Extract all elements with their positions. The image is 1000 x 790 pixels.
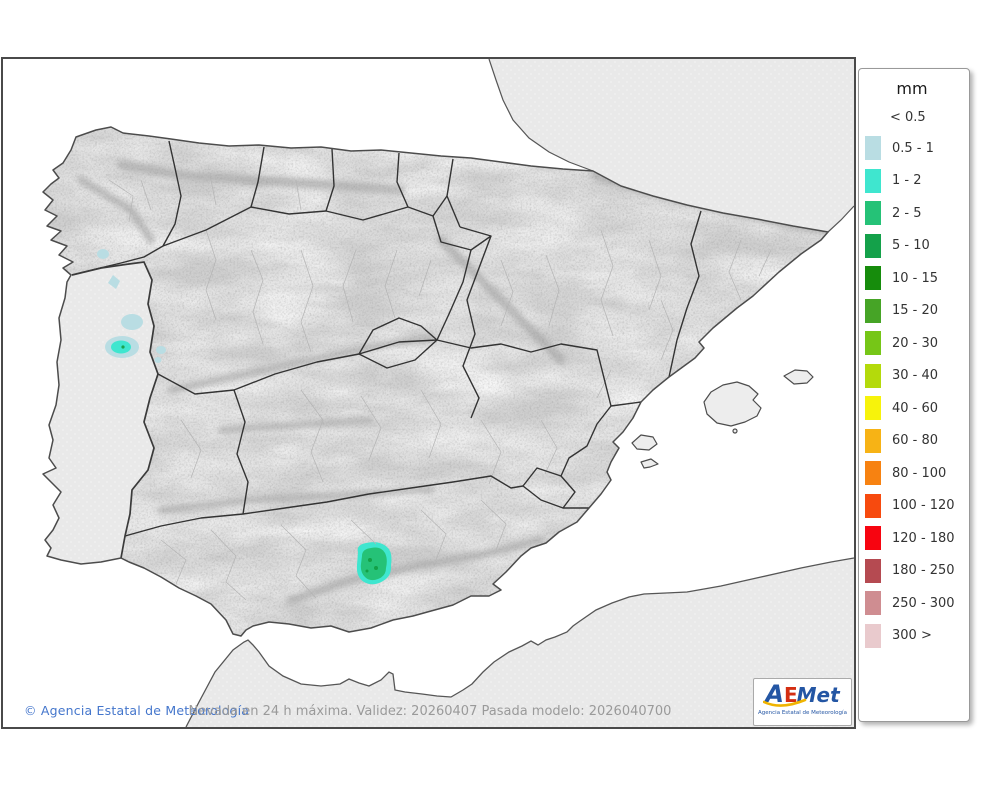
mallorca-island (703, 381, 762, 427)
balearic-islands (631, 369, 814, 469)
legend-range-label: 30 - 40 (892, 368, 939, 384)
legend-entry: 20 - 30 (865, 327, 969, 360)
legend-entry: 180 - 250 (865, 555, 969, 588)
legend-entry: 40 - 60 (865, 392, 969, 425)
snow-area (121, 345, 125, 349)
aemet-logo-word: AEMet (763, 680, 840, 709)
region-borders (71, 140, 702, 537)
legend-entry: 1 - 2 (865, 165, 969, 198)
legend-color-swatch (865, 168, 881, 193)
snow-areas (97, 249, 392, 585)
africa-region (186, 558, 854, 727)
snow-area (156, 346, 166, 354)
legend-below-threshold: < 0.5 (890, 110, 926, 125)
iberia-coastline (42, 126, 829, 637)
legend-color-swatch (865, 493, 881, 518)
aemet-logo: AEMet Agencia Estatal de Meteorología (753, 678, 852, 726)
france-coastline (488, 59, 854, 233)
menorca-island (783, 369, 814, 385)
map-frame (1, 57, 856, 729)
legend-entry: 2 - 5 (865, 197, 969, 230)
legend-color-swatch (865, 396, 881, 421)
logo-letter-a: A (765, 680, 784, 708)
legend-color-swatch (865, 233, 881, 258)
legend-color-swatch (865, 461, 881, 486)
legend-range-label: 300 > (892, 628, 932, 644)
legend-color-swatch (865, 526, 881, 551)
legend-range-label: 80 - 100 (892, 465, 947, 481)
legend-entry: 100 - 120 (865, 490, 969, 523)
snow-area (97, 249, 109, 259)
legend-range-label: 250 - 300 (892, 595, 955, 611)
legend-entry: 60 - 80 (865, 425, 969, 458)
legend-title: mm (896, 79, 928, 98)
legend-color-swatch (865, 136, 881, 161)
legend-color-swatch (865, 623, 881, 648)
legend-entry: 80 - 100 (865, 457, 969, 490)
legend-range-label: 60 - 80 (892, 433, 939, 449)
legend-entries: 0.5 - 1 1 - 2 2 - 5 5 - 10 10 - 15 15 - 20 20 … (865, 132, 969, 652)
legend-entry: 250 - 300 (865, 587, 969, 620)
legend-range-label: 120 - 180 (892, 530, 955, 546)
legend-color-swatch (865, 298, 881, 323)
legend-range-label: 100 - 120 (892, 498, 955, 514)
portugal-border (71, 261, 159, 559)
legend-range-label: 5 - 10 (892, 238, 930, 254)
legend-color-swatch (865, 591, 881, 616)
formentera-island (640, 458, 659, 469)
logo-letters-met: Met (796, 683, 840, 707)
france-region (489, 59, 854, 232)
snow-area (121, 314, 143, 330)
logo-letter-e: E (783, 683, 798, 707)
snow-area-sierra-nevada-specks (365, 558, 378, 573)
ibiza-island (631, 434, 658, 451)
snow-area-sierra-nevada-core (360, 547, 387, 581)
legend-range-label: 180 - 250 (892, 563, 955, 579)
map-caption: Nevada en 24 h máxima. Validez: 20260407… (188, 704, 672, 719)
legend-range-label: 2 - 5 (892, 205, 922, 221)
legend-range-label: 15 - 20 (892, 303, 939, 319)
legend-entry: 0.5 - 1 (865, 132, 969, 165)
cabrera-island (732, 428, 738, 434)
province-borders (108, 179, 772, 601)
snow-area (154, 357, 162, 363)
legend-entry: 300 > (865, 620, 969, 653)
legend-range-label: 40 - 60 (892, 400, 939, 416)
snow-area (111, 340, 131, 354)
legend-color-swatch (865, 201, 881, 226)
legend-color-swatch (865, 558, 881, 583)
legend-color-swatch (865, 266, 881, 291)
legend-entry: 5 - 10 (865, 230, 969, 263)
legend-range-label: 10 - 15 (892, 270, 939, 286)
iberia-map-svg (3, 59, 854, 727)
africa-coastline (185, 557, 854, 727)
legend-range-label: 0.5 - 1 (892, 140, 934, 156)
legend-color-swatch (865, 428, 881, 453)
legend-entry: 120 - 180 (865, 522, 969, 555)
legend-range-label: 1 - 2 (892, 173, 922, 189)
snow-area (108, 275, 120, 289)
legend-color-swatch (865, 363, 881, 388)
copyright-link[interactable]: © Agencia Estatal de Meteorología (24, 703, 250, 718)
legend-entry: 15 - 20 (865, 295, 969, 328)
legend-entry: 10 - 15 (865, 262, 969, 295)
legend-panel: mm < 0.5 0.5 - 1 1 - 2 2 - 5 5 - 10 10 - 15 1… (858, 68, 970, 722)
legend-color-swatch (865, 331, 881, 356)
legend-range-label: 20 - 30 (892, 335, 939, 351)
logo-subtitle: Agencia Estatal de Meteorología (758, 710, 847, 716)
legend-entry: 30 - 40 (865, 360, 969, 393)
logo-swoosh-icon (763, 698, 807, 707)
